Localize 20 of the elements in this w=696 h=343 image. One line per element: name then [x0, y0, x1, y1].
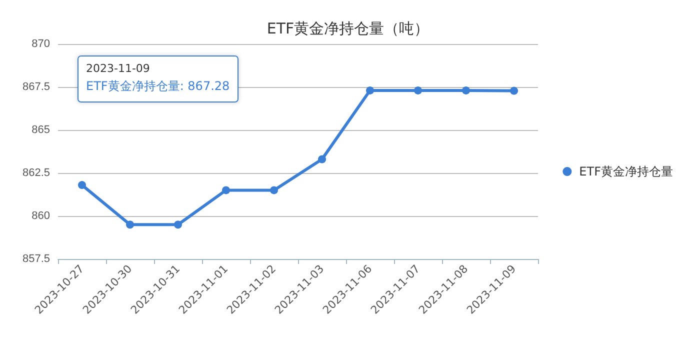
point [462, 86, 470, 94]
point [126, 220, 134, 229]
point [78, 181, 86, 190]
point [366, 86, 374, 94]
y-tick-label: 870 [32, 38, 50, 50]
y-tick-label: 860 [32, 210, 50, 222]
y-tick-label: 862.5 [22, 167, 50, 179]
point [174, 220, 182, 229]
chart-title: ETF黄金净持仓量（吨） [266, 20, 430, 38]
point [270, 186, 278, 194]
point [222, 186, 230, 194]
y-tick-label: 865 [32, 124, 50, 136]
annotation: ETF黄金净持仓量: 867.28 [86, 79, 230, 93]
y-tick-label: 857.5 [22, 253, 50, 265]
point [510, 86, 518, 95]
y-tick-label: 867.5 [22, 81, 50, 93]
annotation: 2023-11-09 [86, 62, 150, 75]
legend-label: ETF黄金净持仓量 [579, 164, 674, 178]
point [318, 155, 326, 164]
point [414, 86, 422, 94]
